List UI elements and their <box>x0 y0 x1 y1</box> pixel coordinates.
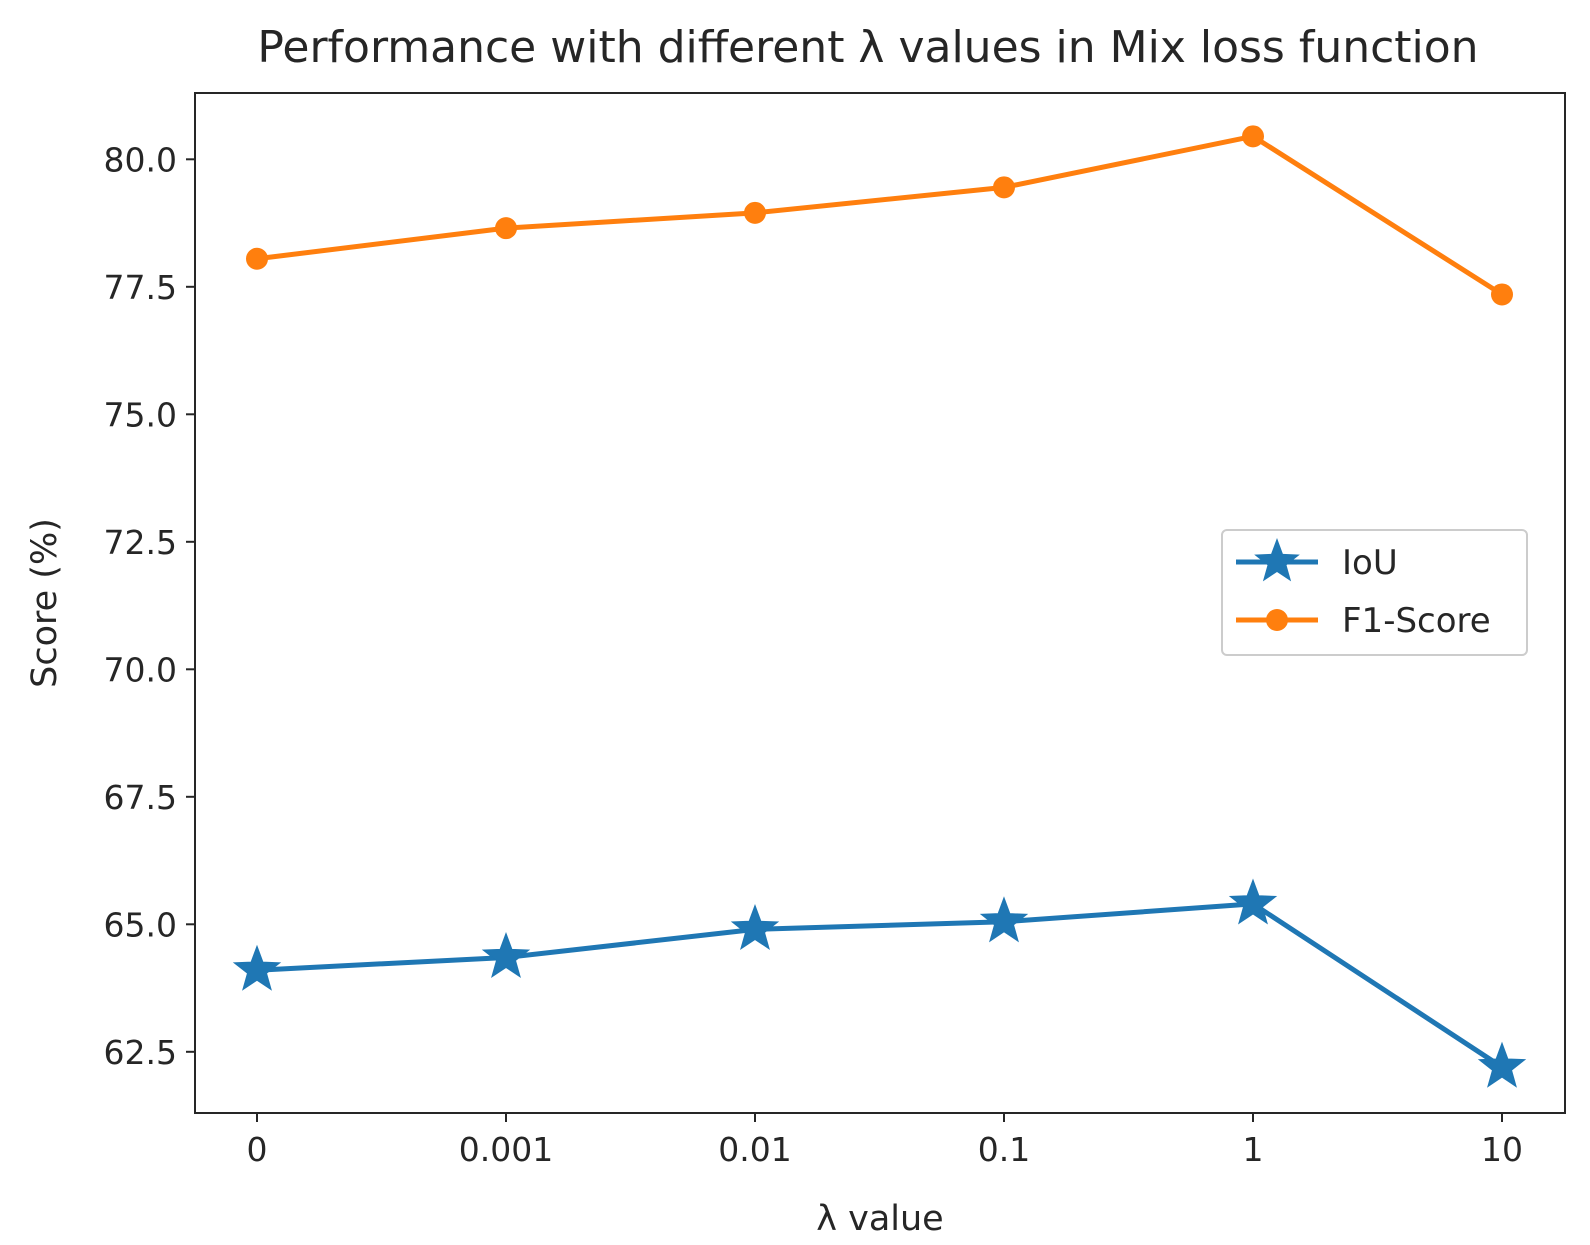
plot-area <box>232 125 1527 1088</box>
y-tick-label: 62.5 <box>104 1033 177 1072</box>
x-tick-label: 0.01 <box>718 1130 791 1169</box>
f1-score-point <box>993 176 1015 199</box>
plot-frame <box>194 92 1566 1114</box>
iou-point <box>1477 1041 1527 1088</box>
iou-point <box>481 932 531 979</box>
f1-score-point <box>744 201 766 224</box>
f1-score-point <box>1491 283 1513 306</box>
x-tick-label: 0.1 <box>978 1130 1030 1169</box>
y-tick-label: 70.0 <box>104 650 177 689</box>
y-tick-label: 80.0 <box>104 140 177 179</box>
iou-point <box>232 944 282 991</box>
x-axis: 0 0.001 0.01 0.1 1 10 <box>247 1113 1523 1169</box>
legend: IoU F1-Score <box>1221 529 1528 656</box>
chart-title: Performance with different λ values in M… <box>257 22 1478 73</box>
legend-f1-score-label: F1-Score <box>1342 601 1491 641</box>
x-tick-label: 1 <box>1243 1130 1264 1169</box>
legend-iou-label: IoU <box>1342 543 1398 583</box>
x-tick-label: 0 <box>247 1130 268 1169</box>
f1-score-point <box>246 247 268 270</box>
x-tick-label: 10 <box>1481 1130 1523 1169</box>
y-tick-label: 75.0 <box>104 395 177 434</box>
y-tick-label: 65.0 <box>104 905 177 944</box>
y-tick-label: 72.5 <box>104 523 177 562</box>
iou-point <box>730 903 780 950</box>
x-axis-label: λ value <box>816 1199 943 1239</box>
y-tick-label: 77.5 <box>104 268 177 307</box>
iou-line <box>254 901 1505 1070</box>
y-axis-label: Score (%) <box>25 518 65 688</box>
y-axis: 62.5 65.0 67.5 70.0 72.5 75.0 77.5 80.0 <box>104 140 195 1072</box>
iou-point <box>979 896 1029 943</box>
f1-score-line <box>254 133 1505 297</box>
y-tick-label: 67.5 <box>104 778 177 817</box>
iou-point <box>1228 878 1278 925</box>
f1-score-point <box>495 217 517 240</box>
legend-iou-marker <box>1254 538 1300 582</box>
x-tick-label: 0.001 <box>459 1130 553 1169</box>
legend-f1-score-marker <box>1266 609 1288 631</box>
f1-score-point <box>1242 125 1264 148</box>
